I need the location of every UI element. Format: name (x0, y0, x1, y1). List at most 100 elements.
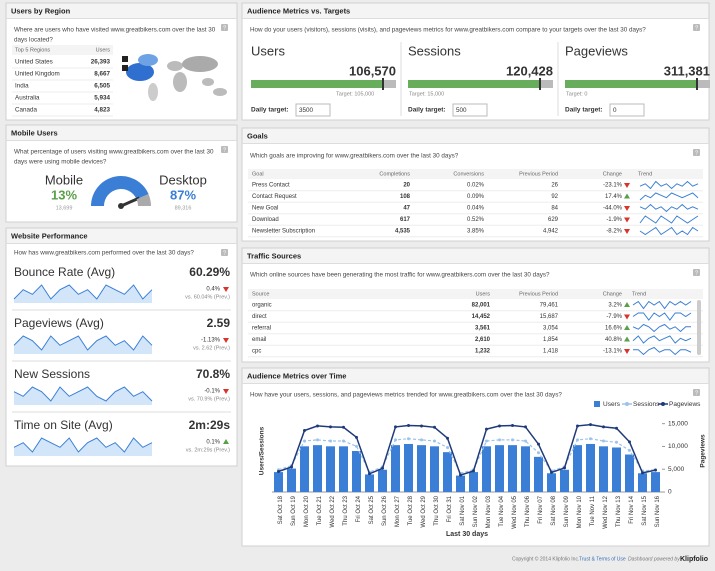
metric-name: Pageviews (Avg) (14, 316, 104, 330)
bar (339, 446, 348, 492)
progress-marker (696, 78, 698, 90)
x-tick-label: Fri Nov 07 (538, 495, 544, 523)
series-point (628, 448, 631, 452)
series-point (290, 465, 293, 469)
series-point (654, 468, 657, 472)
gauge-needle (120, 196, 140, 208)
panel-title: Goals (247, 131, 268, 140)
column-header: Goal (252, 171, 264, 177)
bar (560, 469, 569, 492)
help-icon-text: ? (223, 250, 226, 256)
table-cell: 1,854 (543, 337, 559, 343)
bar (352, 451, 361, 492)
region-users: 8,667 (94, 71, 110, 78)
metric-previous: vs. 2.62 (Prev.) (193, 345, 230, 351)
change-arrow (223, 338, 229, 343)
series-point (511, 438, 514, 442)
question: Which goals are improving for www.greatb… (250, 153, 459, 160)
bar (638, 473, 647, 492)
panel-title: Audience Metrics vs. Targets (247, 6, 350, 15)
series-point (511, 423, 514, 427)
table-cell: 108 (400, 194, 411, 200)
map-region (148, 83, 158, 101)
target-metric-name: Sessions (408, 43, 461, 58)
table-cell: 4,535 (395, 229, 411, 235)
x-tick-label: Sat Nov 15 (642, 495, 648, 525)
table-cell: 92 (551, 194, 558, 200)
change-arrow (624, 349, 630, 354)
table-cell: -13.1% (603, 349, 623, 355)
target-metric-value: 120,428 (506, 63, 553, 78)
x-tick-label: Wed Oct 29 (421, 495, 427, 527)
table-cell: 3,561 (475, 326, 491, 332)
panel (241, 247, 710, 363)
region-name: Australia (15, 95, 40, 102)
series-point (394, 425, 397, 429)
x-tick-label: Wed Nov 05 (512, 495, 518, 529)
table-cell: 0.04% (467, 206, 485, 212)
sparkline (639, 192, 699, 201)
bar (378, 469, 387, 492)
progress-fill (408, 80, 540, 88)
y2-tick-label: 0 (668, 489, 672, 496)
series-point (407, 423, 410, 427)
map-region (167, 61, 183, 71)
sparkline (639, 215, 699, 224)
segment-share: 13% (51, 187, 77, 202)
series-point (316, 424, 319, 428)
metric-value: 60.29% (189, 265, 230, 279)
bar (651, 472, 660, 492)
bar (313, 445, 322, 492)
sparkline-area (14, 387, 152, 405)
series-point (277, 470, 280, 473)
series-point (602, 425, 605, 429)
segment-share: 87% (170, 187, 196, 202)
series-point (485, 439, 488, 443)
bar (365, 474, 374, 492)
column-header: Trend (638, 171, 652, 177)
panel-header (242, 3, 709, 19)
change-arrow (223, 389, 229, 394)
metric-previous: vs. 60.04% (Prev.) (185, 294, 230, 300)
change-arrow (624, 325, 630, 330)
table-header (248, 289, 703, 299)
question: days were using mobile devices? (14, 159, 107, 166)
x-axis-title: Last 30 days (446, 531, 488, 538)
region-users: 5,934 (94, 95, 110, 102)
table-cell: 617 (400, 217, 411, 223)
bar (287, 468, 296, 492)
target-metric-name: Users (251, 43, 285, 58)
daily-target-value: 3500 (299, 107, 314, 114)
bar (586, 443, 595, 492)
bar (482, 446, 491, 492)
sparkline (639, 226, 699, 236)
table-cell: 629 (548, 217, 559, 223)
series-point (576, 424, 579, 428)
panel-title: Mobile Users (11, 128, 58, 137)
target-text: Target: 105,000 (336, 91, 374, 97)
daily-target-input (295, 103, 331, 117)
sparkline-area (14, 336, 152, 354)
scrollbar (697, 300, 701, 355)
x-tick-label: Wed Nov 12 (603, 495, 609, 529)
daily-target-label: Daily target: (251, 107, 289, 114)
bar (443, 452, 452, 492)
map-region (202, 78, 214, 86)
series-line (278, 438, 656, 475)
series-point (524, 439, 527, 443)
series-point (394, 438, 397, 442)
help-icon (221, 24, 228, 31)
metric-change: -1.13% (201, 338, 221, 344)
table-cell: referral (252, 326, 271, 332)
bar (599, 446, 608, 492)
series-point (537, 442, 540, 446)
bar (521, 446, 530, 492)
sparkline (632, 312, 692, 321)
column-header: Source (252, 291, 269, 297)
region-name: United Kingdom (15, 71, 60, 78)
help-icon-text: ? (695, 270, 698, 276)
question: How have your users, sessions, and pagev… (250, 392, 562, 399)
panel-header (6, 228, 237, 244)
footer-powered: Dashboard powered by (628, 556, 680, 562)
column-header: Top 5 Regions (15, 47, 50, 53)
